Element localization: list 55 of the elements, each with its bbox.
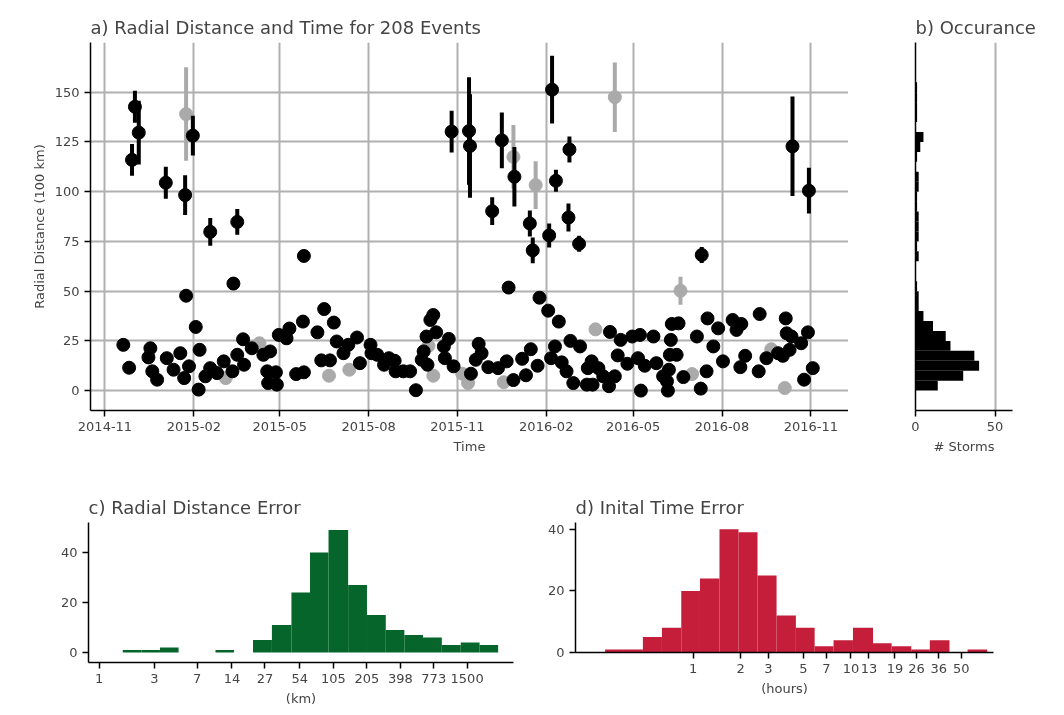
x-tick-label: 50 — [986, 418, 1004, 434]
chart-title: c) Radial Distance Error — [88, 496, 302, 518]
chart-title: b) Occurance — [915, 16, 1036, 38]
x-tick-label: 2016-02 — [519, 418, 574, 434]
x-tick-label: 2015-08 — [341, 418, 396, 434]
y-tick-label: 20 — [60, 595, 78, 610]
x-axis-title: # Storms — [933, 438, 995, 454]
x-tick-label: 50 — [953, 660, 970, 676]
x-tick-label: 7 — [192, 670, 202, 686]
x-tick-label: 5 — [799, 660, 808, 676]
y-tick-label: 40 — [547, 521, 565, 537]
x-tick-label: 1500 — [450, 670, 484, 686]
y-tick-label: 0 — [69, 645, 78, 660]
y-tick-label: 20 — [547, 583, 565, 599]
x-tick-label: 19 — [886, 660, 904, 676]
x-tick-label: 3 — [764, 660, 773, 676]
x-tick-label: 2014-11 — [77, 418, 133, 434]
x-tick-label: 10 — [842, 660, 860, 676]
x-tick-label: 1 — [688, 660, 698, 676]
x-tick-label: 1 — [94, 670, 104, 686]
x-tick-label: 2015-05 — [252, 418, 307, 434]
x-tick-label: 27 — [256, 670, 274, 686]
y-tick-label: 0 — [71, 383, 80, 399]
x-axis-title: Time — [452, 438, 486, 454]
x-tick-label: 773 — [421, 670, 447, 686]
chart-title: d) Inital Time Error — [575, 496, 745, 518]
x-tick-label: 54 — [291, 670, 309, 686]
x-tick-label: 398 — [387, 670, 413, 686]
x-tick-label: 105 — [320, 670, 346, 686]
x-tick-label: 2016-11 — [783, 418, 839, 434]
x-tick-label: 13 — [860, 660, 878, 676]
x-tick-label: 2016-05 — [606, 418, 661, 434]
y-tick-label: 40 — [60, 545, 78, 560]
x-tick-label: 2016-08 — [694, 418, 750, 434]
x-tick-label: 36 — [930, 660, 948, 676]
y-axis-title: Radial Distance (100 km) — [31, 144, 47, 309]
x-tick-label: 2015-02 — [166, 418, 221, 434]
y-tick-label: 50 — [62, 283, 80, 299]
x-tick-label: 0 — [911, 418, 920, 434]
x-tick-label: 2 — [736, 660, 745, 676]
y-tick-label: 125 — [54, 134, 80, 150]
y-tick-label: 25 — [62, 333, 80, 349]
y-tick-label: 0 — [556, 645, 565, 660]
chart-title: a) Radial Distance and Time for 208 Events — [90, 16, 481, 38]
x-tick-label: 205 — [354, 670, 380, 686]
x-axis-title: (hours) — [761, 680, 808, 696]
y-tick-label: 100 — [54, 184, 80, 200]
x-tick-label: 2015-11 — [430, 418, 485, 434]
x-tick-label: 26 — [908, 660, 925, 676]
y-tick-label: 75 — [62, 233, 80, 249]
y-tick-label: 150 — [54, 84, 80, 100]
x-axis-title: (km) — [285, 690, 317, 706]
x-tick-label: 7 — [822, 660, 831, 676]
x-tick-label: 3 — [150, 670, 159, 686]
x-tick-label: 14 — [223, 670, 241, 686]
